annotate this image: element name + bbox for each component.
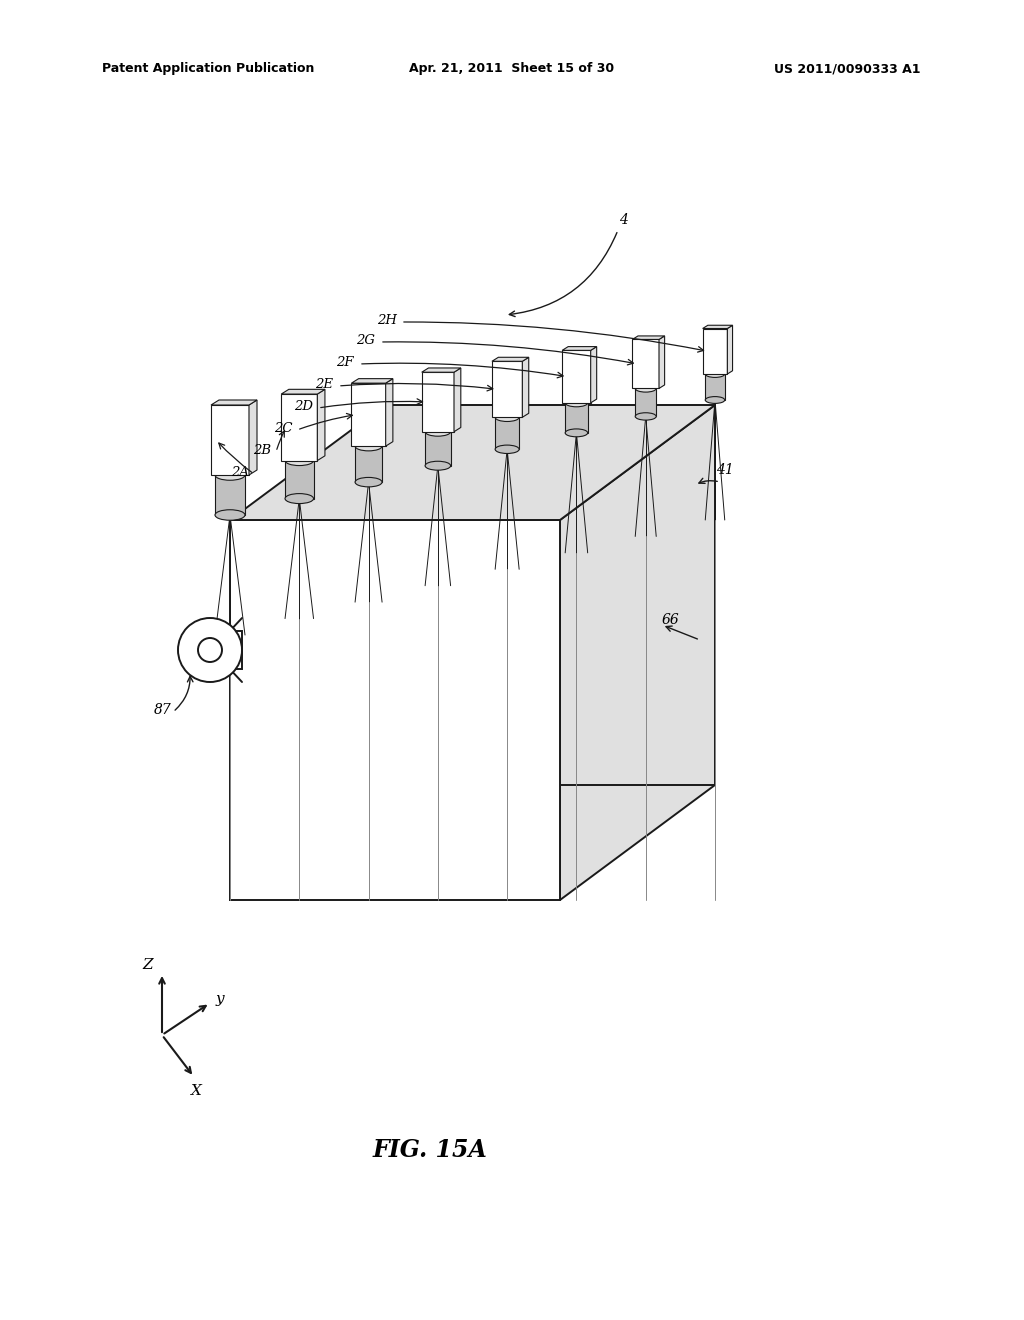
Polygon shape [706,374,725,400]
Text: 41: 41 [716,463,734,477]
Polygon shape [386,379,393,446]
Polygon shape [522,358,528,417]
Polygon shape [702,329,727,374]
Polygon shape [560,405,715,900]
Ellipse shape [635,413,656,420]
Polygon shape [633,335,665,339]
Polygon shape [702,325,732,329]
Polygon shape [659,335,665,388]
Text: FIG. 15A: FIG. 15A [373,1138,487,1162]
Ellipse shape [706,371,725,378]
Polygon shape [496,417,519,449]
Polygon shape [454,368,461,432]
Ellipse shape [355,478,382,487]
Text: 2A: 2A [231,466,249,479]
Ellipse shape [215,510,245,520]
Polygon shape [351,383,386,446]
Ellipse shape [635,384,656,392]
Text: 4: 4 [618,213,628,227]
Polygon shape [317,389,325,461]
Polygon shape [562,347,597,350]
Polygon shape [591,347,597,403]
Ellipse shape [215,470,245,480]
Polygon shape [285,461,313,499]
Ellipse shape [565,429,588,437]
Polygon shape [211,400,257,405]
Ellipse shape [425,428,451,436]
Ellipse shape [496,413,519,421]
Text: 2C: 2C [273,421,292,434]
Ellipse shape [425,461,451,470]
Text: Patent Application Publication: Patent Application Publication [102,62,314,75]
Polygon shape [422,372,454,432]
Ellipse shape [285,494,313,503]
Circle shape [198,638,222,663]
Polygon shape [492,362,522,417]
Text: 2E: 2E [315,378,333,391]
Ellipse shape [355,441,382,451]
Polygon shape [422,368,461,372]
Ellipse shape [285,455,313,466]
Text: 2G: 2G [356,334,376,346]
Text: 2D: 2D [295,400,313,412]
Text: X: X [190,1084,202,1098]
Text: US 2011/0090333 A1: US 2011/0090333 A1 [773,62,920,75]
Text: y: y [216,993,224,1006]
Ellipse shape [565,399,588,407]
Polygon shape [211,405,249,475]
Polygon shape [230,405,715,520]
Text: 2F: 2F [336,355,354,368]
Circle shape [178,618,242,682]
Polygon shape [635,388,656,416]
Polygon shape [633,339,659,388]
Polygon shape [727,325,732,374]
Polygon shape [355,446,382,482]
Polygon shape [282,395,317,461]
Text: 2H: 2H [377,314,397,326]
Polygon shape [562,350,591,403]
Polygon shape [215,475,245,515]
Ellipse shape [706,396,725,404]
Polygon shape [492,358,528,362]
Polygon shape [282,389,325,395]
Polygon shape [565,403,588,433]
Text: Z: Z [142,958,154,972]
Ellipse shape [496,445,519,454]
Text: 66: 66 [662,612,679,627]
Polygon shape [425,432,451,466]
Polygon shape [351,379,393,383]
Text: 87: 87 [155,704,172,717]
Text: Apr. 21, 2011  Sheet 15 of 30: Apr. 21, 2011 Sheet 15 of 30 [410,62,614,75]
Polygon shape [230,631,242,669]
Polygon shape [230,520,560,900]
Polygon shape [249,400,257,475]
Text: 2B: 2B [253,444,271,457]
